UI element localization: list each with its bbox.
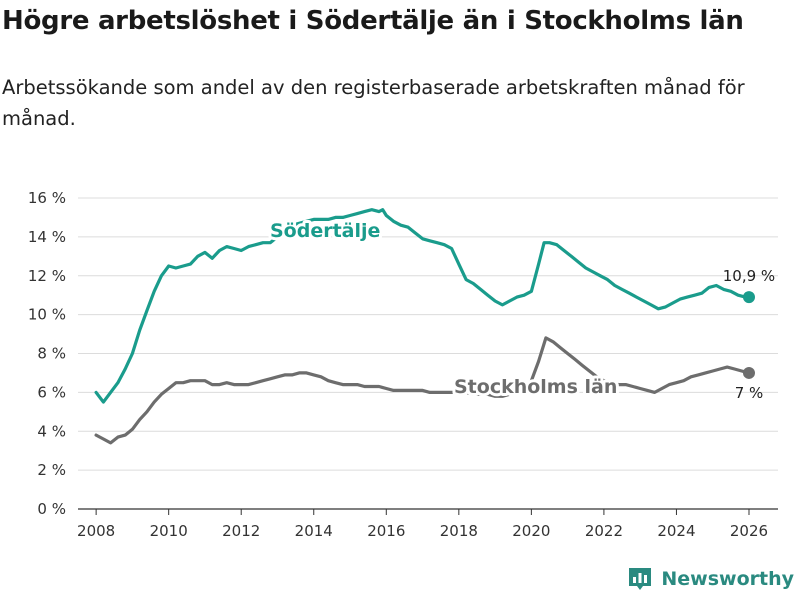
series-name-label-sodertalje: Södertälje: [270, 220, 380, 242]
y-tick-label: 16 %: [28, 189, 66, 207]
series-labels: 10,9 % Södertälje 7 % Stockholms län: [267, 217, 775, 402]
series-lines: [94, 208, 755, 445]
gridlines: [78, 197, 778, 510]
y-tick-label: 12 %: [28, 267, 66, 285]
y-tick-label: 4 %: [37, 422, 66, 440]
series-name-label-stockholms-lan: Stockholms län: [454, 376, 617, 398]
x-tick-label: 2018: [440, 522, 478, 540]
series-end-point-sodertalje: [742, 291, 755, 304]
page-subtitle: Arbetssökande som andel av den registerb…: [2, 76, 745, 130]
y-tick-label: 8 %: [37, 345, 66, 363]
series-line-stockholms-lan: [94, 336, 751, 445]
y-axis: 0 % 2 % 4 % 6 % 8 % 10 % 12 % 14 % 16 %: [28, 189, 66, 518]
x-tick-label: 2016: [367, 522, 405, 540]
newsworthy-logo-icon: [629, 568, 652, 590]
x-tick-label: 2024: [657, 522, 695, 540]
page-title: Högre arbetslöshet i Södertälje än i Sto…: [2, 6, 744, 36]
x-tick-label: 2022: [585, 522, 623, 540]
y-tick-label: 14 %: [28, 228, 66, 246]
x-tick-label: 2026: [730, 522, 768, 540]
x-tick-label: 2008: [77, 522, 115, 540]
y-tick-label: 0 %: [37, 500, 66, 518]
end-value-label-sodertalje: 10,9 %: [723, 267, 775, 285]
y-tick-label: 2 %: [37, 461, 66, 479]
x-tick-label: 2020: [512, 522, 550, 540]
x-tick-label: 2014: [295, 522, 333, 540]
y-tick-label: 10 %: [28, 306, 66, 324]
x-tick-label: 2012: [222, 522, 260, 540]
x-tick-label: 2010: [150, 522, 188, 540]
y-tick-label: 6 %: [37, 383, 66, 401]
brand-logo: Newsworthy: [627, 566, 794, 592]
end-value-label-stockholms-lan: 7 %: [735, 384, 764, 402]
x-axis: 2008 2010 2012 2014 2016 2018 2020 2022 2024 2026: [77, 509, 768, 540]
series-line-sodertalje: [94, 208, 751, 404]
series-end-point-stockholms-lan: [742, 366, 755, 379]
brand-name: Newsworthy: [661, 568, 794, 590]
